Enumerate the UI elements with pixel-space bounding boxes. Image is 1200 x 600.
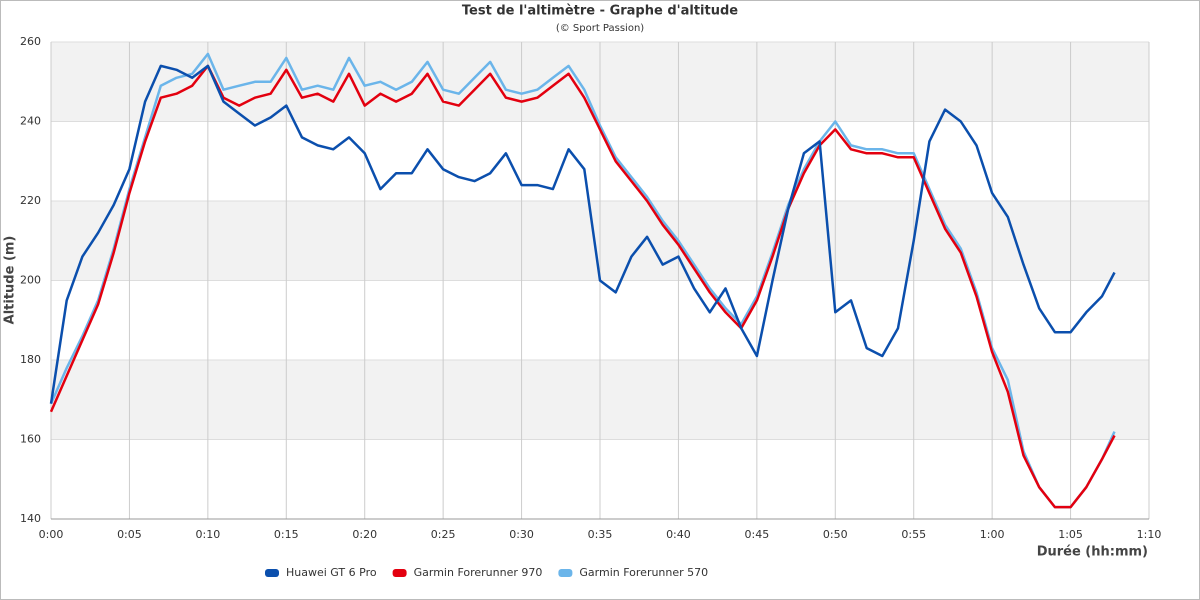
x-tick-label: 0:05: [117, 528, 142, 541]
y-tick-label: 140: [20, 512, 41, 525]
y-tick-label: 200: [20, 274, 41, 287]
legend-swatch: [265, 569, 279, 577]
legend-swatch: [392, 569, 407, 577]
x-tick-label: 1:05: [1058, 528, 1083, 541]
x-axis-label: Durée (hh:mm): [1037, 545, 1148, 560]
y-tick-label: 220: [20, 194, 41, 207]
chart-subtitle: (© Sport Passion): [556, 23, 644, 34]
x-tick-label: 0:10: [196, 528, 221, 541]
y-tick-label: 240: [20, 115, 41, 128]
legend-label: Garmin Forerunner 970: [414, 566, 543, 579]
x-tick-label: 0:45: [745, 528, 770, 541]
x-tick-label: 1:10: [1137, 528, 1162, 541]
data-line: [49, 64, 1116, 404]
x-tick-label: 0:15: [274, 528, 299, 541]
x-tick-label: 0:50: [823, 528, 848, 541]
legend-label: Huawei GT 6 Pro: [286, 566, 377, 579]
x-tick-label: 0:35: [588, 528, 613, 541]
x-tick-label: 1:00: [980, 528, 1005, 541]
x-tick-label: 0:55: [901, 528, 926, 541]
data-line: [49, 52, 1116, 509]
x-tick-label: 0:30: [509, 528, 534, 541]
x-tick-label: 0:40: [666, 528, 691, 541]
x-tick-label: 0:00: [39, 528, 64, 541]
y-axis-label: Altitude (m): [3, 236, 18, 325]
y-tick-label: 160: [20, 433, 41, 446]
x-tick-label: 0:20: [352, 528, 377, 541]
y-tick-label: 180: [20, 353, 41, 366]
data-line: [49, 64, 1116, 509]
legend-label: Garmin Forerunner 570: [579, 566, 708, 579]
chart-title: Test de l'altimètre - Graphe d'altitude: [462, 4, 738, 19]
y-tick-label: 260: [20, 35, 41, 48]
x-tick-label: 0:25: [431, 528, 456, 541]
legend-swatch: [558, 569, 573, 577]
